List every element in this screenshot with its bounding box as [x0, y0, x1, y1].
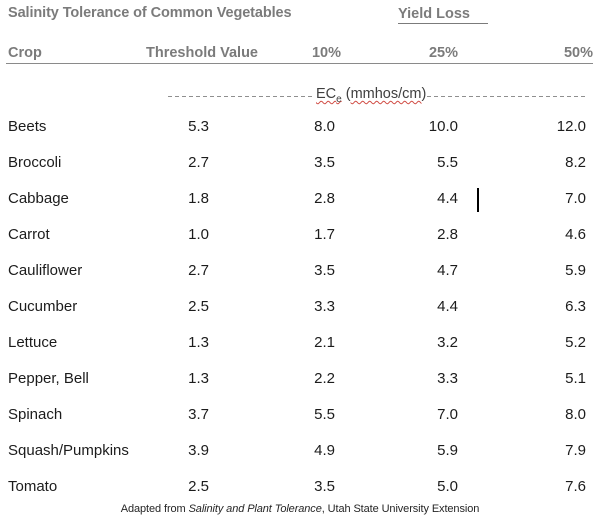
- yield-loss-25pct: 5.5: [437, 154, 458, 171]
- yield-loss-50pct: 5.1: [565, 370, 586, 387]
- threshold-value: 2.5: [188, 298, 209, 315]
- yield-loss-10pct: 3.3: [314, 298, 335, 315]
- yield-loss-50pct: 5.9: [565, 262, 586, 279]
- table-row: Beets 5.3 8.0 10.0 12.0: [0, 109, 600, 145]
- yield-loss-heading: Yield Loss: [398, 5, 488, 24]
- yield-loss-50pct: 6.3: [565, 298, 586, 315]
- yield-loss-25pct: 4.7: [437, 262, 458, 279]
- ec-symbol: ECe: [316, 86, 342, 105]
- table-row: Broccoli 2.7 3.5 5.5 8.2: [0, 145, 600, 181]
- yield-loss-50pct: 12.0: [556, 118, 586, 135]
- yield-loss-25pct: 5.9: [437, 442, 458, 459]
- yield-loss-50pct: 5.2: [565, 334, 586, 351]
- table-row: Cucumber 2.5 3.3 4.4 6.3: [0, 289, 600, 325]
- crop-name: Spinach: [8, 406, 63, 423]
- crop-name: Lettuce: [8, 334, 58, 351]
- yield-loss-10pct: 3.5: [314, 154, 335, 171]
- text-cursor: [477, 188, 479, 212]
- unit-line: ECe (mmhos/cm): [168, 86, 585, 105]
- column-header-threshold: Threshold Value: [146, 45, 258, 61]
- column-header-crop: Crop: [8, 45, 42, 61]
- dash-line-right: [427, 95, 585, 98]
- yield-loss-10pct: 2.2: [314, 370, 335, 387]
- unit-name: mmhos/cm: [350, 86, 422, 103]
- yield-loss-25pct: 10.0: [428, 118, 458, 135]
- yield-loss-10pct: 1.7: [314, 226, 335, 243]
- attribution-source-title: Salinity and Plant Tolerance: [188, 503, 322, 515]
- table-body: Beets 5.3 8.0 10.0 12.0 Broccoli 2.7 3.5 5.5 8.2 C…: [0, 109, 600, 505]
- threshold-value: 2.5: [188, 478, 209, 495]
- column-header-50pct: 50%: [563, 45, 593, 61]
- yield-loss-50pct: 7.6: [565, 478, 586, 495]
- crop-name: Tomato: [8, 478, 58, 495]
- unit-close-paren: ): [421, 86, 427, 103]
- attribution-prefix: Adapted from: [120, 503, 189, 515]
- yield-loss-10pct: 3.5: [314, 478, 335, 495]
- crop-name: Squash/Pumpkins: [8, 442, 129, 459]
- threshold-value: 1.0: [188, 226, 209, 243]
- yield-loss-10pct: 2.1: [314, 334, 335, 351]
- crop-name: Carrot: [8, 226, 50, 243]
- table-header-row: Crop Threshold Value 10% 25% 50%: [6, 44, 593, 64]
- yield-loss-50pct: 4.6: [565, 226, 586, 243]
- yield-loss-25pct: 3.3: [437, 370, 458, 387]
- yield-loss-25pct: 7.0: [437, 406, 458, 423]
- threshold-value: 3.9: [188, 442, 209, 459]
- threshold-value: 1.3: [188, 370, 209, 387]
- threshold-value: 1.3: [188, 334, 209, 351]
- yield-loss-50pct: 8.0: [565, 406, 586, 423]
- yield-loss-50pct: 7.9: [565, 442, 586, 459]
- attribution: Adapted from Salinity and Plant Toleranc…: [0, 503, 600, 515]
- yield-loss-10pct: 4.9: [314, 442, 335, 459]
- table-row: Tomato 2.5 3.5 5.0 7.6: [0, 469, 600, 505]
- dash-line-left: [168, 95, 315, 98]
- document-title: Salinity Tolerance of Common Vegetables: [8, 5, 292, 21]
- yield-loss-10pct: 2.8: [314, 190, 335, 207]
- crop-name: Cucumber: [8, 298, 78, 315]
- crop-name: Cabbage: [8, 190, 69, 207]
- threshold-value: 1.8: [188, 190, 209, 207]
- table-row: Squash/Pumpkins 3.9 4.9 5.9 7.9: [0, 433, 600, 469]
- yield-loss-25pct: 4.4: [437, 298, 458, 315]
- yield-loss-50pct: 8.2: [565, 154, 586, 171]
- table-row: Cabbage 1.8 2.8 4.4 7.0: [0, 181, 600, 217]
- attribution-suffix: , Utah State University Extension: [321, 503, 480, 515]
- table-row: Carrot 1.0 1.7 2.8 4.6: [0, 217, 600, 253]
- table-row: Cauliflower 2.7 3.5 4.7 5.9: [0, 253, 600, 289]
- table-row: Lettuce 1.3 2.1 3.2 5.2: [0, 325, 600, 361]
- table-row: Spinach 3.7 5.5 7.0 8.0: [0, 397, 600, 433]
- crop-name: Broccoli: [8, 154, 62, 171]
- table-row: Pepper, Bell 1.3 2.2 3.3 5.1: [0, 361, 600, 397]
- threshold-value: 3.7: [188, 406, 209, 423]
- threshold-value: 5.3: [188, 118, 209, 135]
- yield-loss-10pct: 5.5: [314, 406, 335, 423]
- yield-loss-10pct: 3.5: [314, 262, 335, 279]
- threshold-value: 2.7: [188, 262, 209, 279]
- yield-loss-25pct: 5.0: [437, 478, 458, 495]
- crop-name: Pepper, Bell: [8, 370, 89, 387]
- yield-loss-25pct: 2.8: [437, 226, 458, 243]
- unit-open-paren: (: [341, 86, 351, 103]
- unit-label: ECe (mmhos/cm): [315, 86, 427, 105]
- yield-loss-10pct: 8.0: [314, 118, 335, 135]
- column-header-25pct: 25%: [428, 45, 458, 61]
- yield-loss-25pct: 4.4: [437, 190, 458, 207]
- crop-name: Beets: [8, 118, 47, 135]
- threshold-value: 2.7: [188, 154, 209, 171]
- column-header-10pct: 10%: [311, 45, 341, 61]
- yield-loss-25pct: 3.2: [437, 334, 458, 351]
- yield-loss-50pct: 7.0: [565, 190, 586, 207]
- crop-name: Cauliflower: [8, 262, 83, 279]
